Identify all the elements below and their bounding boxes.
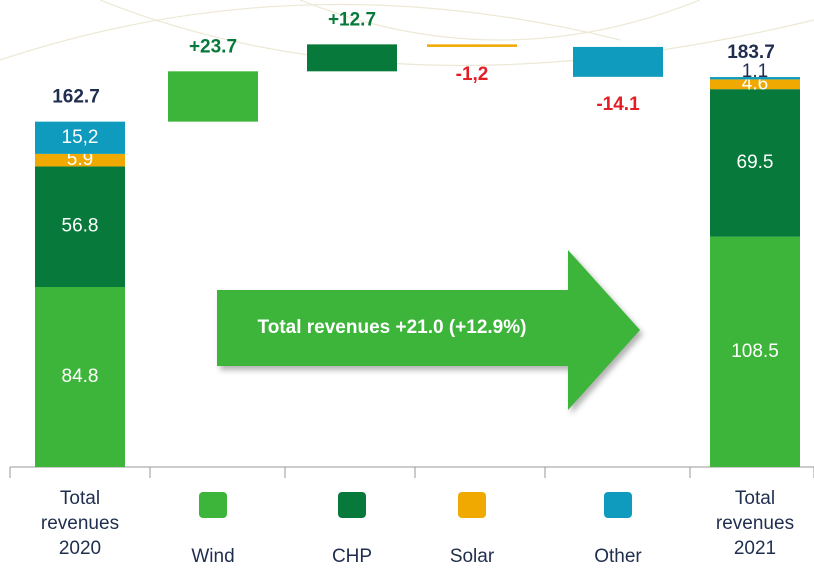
annotation: Total revenues +21.0 (+12.9%): [258, 317, 527, 338]
decoration: [0, 0, 814, 67]
stack-segment: [710, 77, 800, 80]
total-label: 183.7: [727, 42, 775, 63]
change-bar: [307, 44, 397, 72]
legend-label: CHP: [332, 546, 372, 567]
segment-label: 1.1: [742, 61, 768, 82]
stack-segment: [35, 153, 125, 167]
segment-label: 84.8: [62, 366, 99, 387]
stack-segment: [710, 79, 800, 90]
change-bar: [168, 71, 258, 122]
arrow: [217, 250, 640, 410]
legend-swatch: [338, 492, 366, 518]
legend-label: Wind: [191, 546, 234, 567]
x-category-label: Total revenues 2020: [40, 488, 120, 559]
x-category-label: Total revenues 2021: [715, 488, 795, 559]
segment-label: 5.9: [67, 149, 93, 170]
legend-swatch: [458, 492, 486, 518]
change-label: +23.7: [189, 36, 237, 57]
decor-arc: [299, 0, 701, 41]
change-bar: [427, 44, 517, 47]
legend-label: Other: [594, 546, 642, 567]
change-label: +12.7: [328, 9, 376, 30]
segment-label: 108.5: [731, 341, 779, 362]
change-label: -1,2: [456, 64, 489, 85]
change-label: -14.1: [596, 94, 640, 115]
stack-segment: [710, 236, 800, 467]
total-label: 162.7: [52, 87, 100, 108]
stack-segment: [35, 121, 125, 154]
legend-swatch: [604, 492, 632, 518]
segment-label: 15,2: [62, 127, 99, 148]
stack-segment: [35, 166, 125, 287]
legend-label: Solar: [450, 546, 495, 567]
segment-label: 56.8: [62, 216, 99, 237]
decor-arc: [0, 3, 621, 61]
decor-arc: [99, 0, 814, 67]
stack-segment: [35, 286, 125, 467]
segment-label: 69.5: [737, 152, 774, 173]
legend-swatch: [199, 492, 227, 518]
stack-segment: [710, 89, 800, 237]
change-bar: [573, 46, 663, 77]
